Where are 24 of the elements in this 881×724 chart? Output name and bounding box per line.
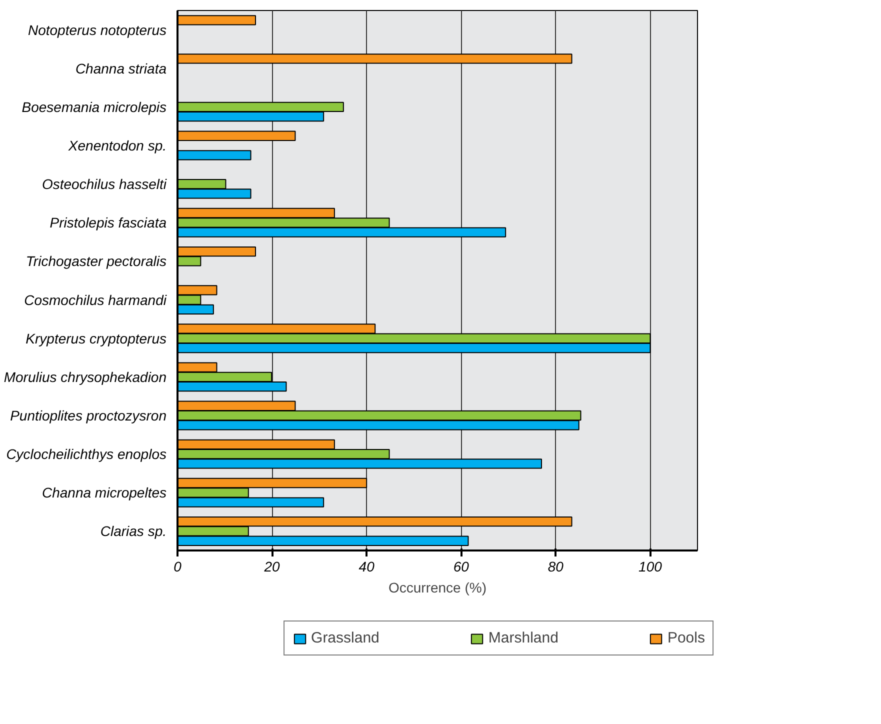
y-tick-label: Channa striata	[75, 60, 167, 76]
y-tick-label: Xenentodon sp.	[67, 138, 167, 154]
y-tick-label: Osteochilus hasselti	[42, 176, 168, 192]
x-tick-label: 40	[358, 558, 375, 574]
y-tick-label: Clarias sp.	[100, 523, 167, 540]
y-tick-label: Krypterus cryptopterus	[26, 330, 167, 346]
x-axis-title: Occurrence (%)	[388, 580, 487, 596]
x-tick-label: 80	[548, 558, 564, 574]
y-tick-label: Boesemania microlepis	[22, 98, 167, 115]
y-tick-label: Morulius chrysophekadion	[4, 368, 167, 385]
y-tick-label: Cyclocheilichthys enoplos	[6, 446, 167, 462]
y-tick-label: Cosmochilus harmandi	[24, 292, 168, 308]
x-tick-label: 60	[453, 558, 470, 574]
y-tick-label: Notopterus notopterus	[28, 22, 166, 38]
legend-label: Grassland	[311, 630, 380, 646]
y-tick-label: Puntioplites proctozysron	[10, 408, 167, 424]
x-tick-label: 20	[263, 558, 280, 574]
legend-label: Marshland	[488, 630, 558, 646]
x-tick-label: 100	[638, 558, 662, 574]
y-tick-label: Trichogaster pectoralis	[26, 253, 167, 270]
x-tick-label: 0	[174, 558, 182, 574]
legend-label: Pools	[667, 630, 705, 646]
y-tick-label: Channa micropeltes	[42, 484, 167, 501]
y-tick-label: Pristolepis fasciata	[50, 214, 167, 231]
